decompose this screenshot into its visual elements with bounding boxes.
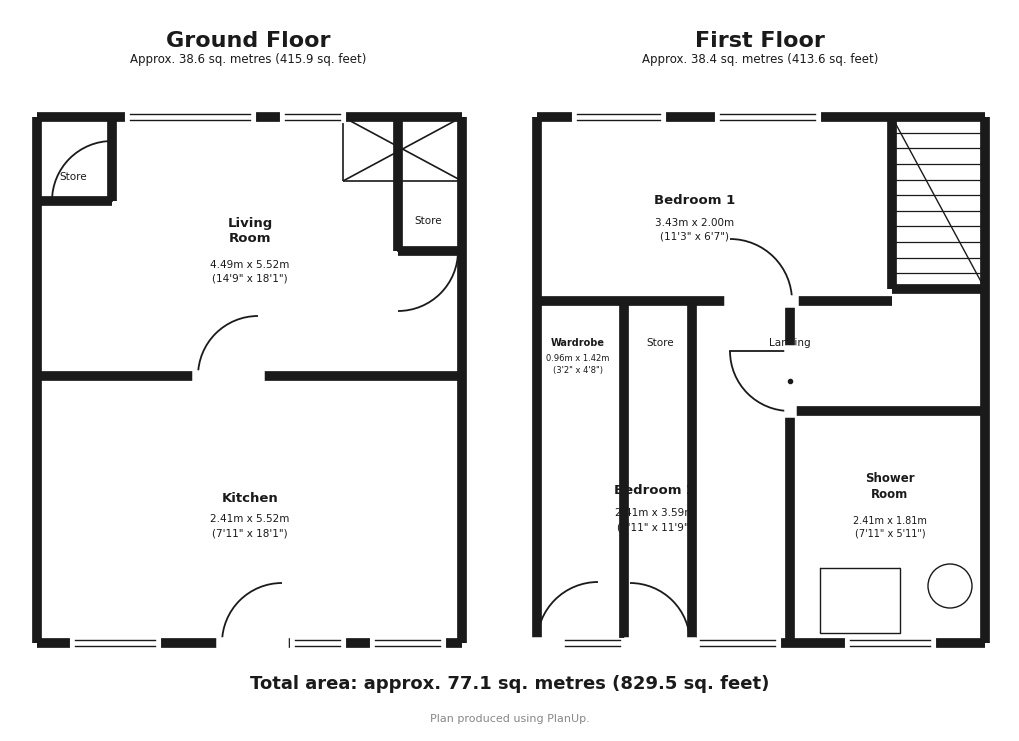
Text: Ground Floor: Ground Floor: [165, 31, 330, 51]
Text: Total area: approx. 77.1 sq. metres (829.5 sq. feet): Total area: approx. 77.1 sq. metres (829…: [250, 675, 769, 693]
Text: (11'3" x 6'7"): (11'3" x 6'7"): [660, 232, 729, 242]
Text: First Floor: First Floor: [694, 31, 824, 51]
Text: (14'9" x 18'1"): (14'9" x 18'1"): [212, 274, 287, 284]
Text: (7'11" x 11'9"): (7'11" x 11'9"): [616, 522, 692, 532]
Text: Store: Store: [59, 172, 87, 182]
Text: Approx. 38.4 sq. metres (413.6 sq. feet): Approx. 38.4 sq. metres (413.6 sq. feet): [641, 53, 877, 67]
Text: Bedroom 2: Bedroom 2: [613, 485, 695, 497]
Text: Approx. 38.6 sq. metres (415.9 sq. feet): Approx. 38.6 sq. metres (415.9 sq. feet): [129, 53, 366, 67]
Text: 2.41m x 5.52m: 2.41m x 5.52m: [210, 514, 289, 524]
Text: 2.41m x 3.59m: 2.41m x 3.59m: [614, 508, 694, 518]
Text: (7'11" x 5'11"): (7'11" x 5'11"): [854, 529, 924, 539]
Text: Bedroom 1: Bedroom 1: [654, 194, 735, 207]
Circle shape: [927, 564, 971, 608]
Bar: [819, 568, 899, 633]
Text: (7'11" x 18'1"): (7'11" x 18'1"): [212, 528, 287, 538]
Text: Store: Store: [646, 338, 674, 348]
Text: Wardrobe: Wardrobe: [550, 338, 604, 348]
Text: 0.96m x 1.42m: 0.96m x 1.42m: [546, 354, 609, 364]
Text: 2.41m x 1.81m: 2.41m x 1.81m: [852, 516, 926, 526]
Text: (3'2" x 4'8"): (3'2" x 4'8"): [552, 367, 602, 376]
Text: Plan produced using PlanUp.: Plan produced using PlanUp.: [430, 714, 589, 724]
Text: 3.43m x 2.00m: 3.43m x 2.00m: [655, 218, 734, 228]
Text: Living
Room: Living Room: [227, 216, 272, 245]
Text: 4.49m x 5.52m: 4.49m x 5.52m: [210, 260, 289, 270]
Text: Shower
Room: Shower Room: [864, 471, 914, 500]
Text: Store: Store: [414, 216, 441, 226]
Text: Kitchen: Kitchen: [221, 493, 278, 505]
Text: Landing: Landing: [768, 338, 810, 348]
